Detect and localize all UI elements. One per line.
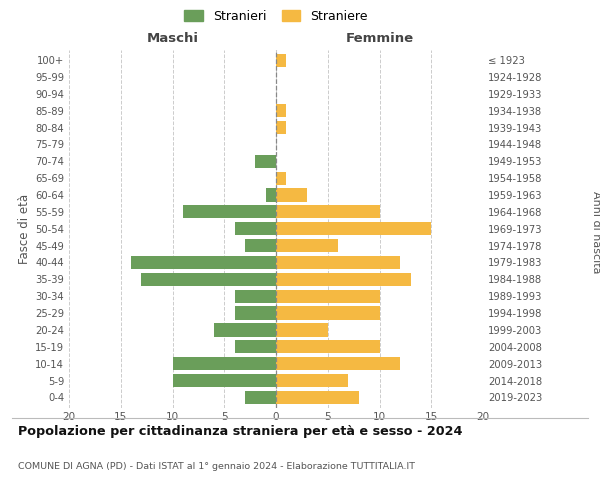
Bar	[173, 357, 276, 370]
Bar	[235, 306, 276, 320]
Bar	[245, 239, 276, 252]
Bar	[276, 239, 338, 252]
Text: Anni di nascita: Anni di nascita	[592, 191, 600, 274]
Bar	[142, 273, 276, 286]
Bar	[276, 222, 431, 235]
Bar	[266, 188, 276, 202]
Bar	[276, 306, 380, 320]
Bar	[214, 324, 276, 336]
Text: Femmine: Femmine	[346, 32, 413, 45]
Text: COMUNE DI AGNA (PD) - Dati ISTAT al 1° gennaio 2024 - Elaborazione TUTTITALIA.IT: COMUNE DI AGNA (PD) - Dati ISTAT al 1° g…	[18, 462, 415, 471]
Bar	[276, 256, 400, 269]
Bar	[276, 54, 286, 66]
Bar	[235, 222, 276, 235]
Text: Maschi: Maschi	[146, 32, 199, 45]
Bar	[276, 206, 380, 218]
Y-axis label: Fasce di età: Fasce di età	[18, 194, 31, 264]
Bar	[256, 154, 276, 168]
Bar	[276, 172, 286, 184]
Bar	[235, 290, 276, 303]
Bar	[276, 121, 286, 134]
Bar	[276, 357, 400, 370]
Bar	[276, 324, 328, 336]
Bar	[245, 391, 276, 404]
Bar	[276, 340, 380, 353]
Bar	[276, 104, 286, 118]
Bar	[235, 340, 276, 353]
Bar	[183, 206, 276, 218]
Bar	[276, 273, 410, 286]
Text: Popolazione per cittadinanza straniera per età e sesso - 2024: Popolazione per cittadinanza straniera p…	[18, 425, 463, 438]
Bar	[173, 374, 276, 387]
Bar	[276, 290, 380, 303]
Bar	[131, 256, 276, 269]
Legend: Stranieri, Straniere: Stranieri, Straniere	[182, 7, 370, 25]
Bar	[276, 188, 307, 202]
Bar	[276, 391, 359, 404]
Bar	[276, 374, 349, 387]
